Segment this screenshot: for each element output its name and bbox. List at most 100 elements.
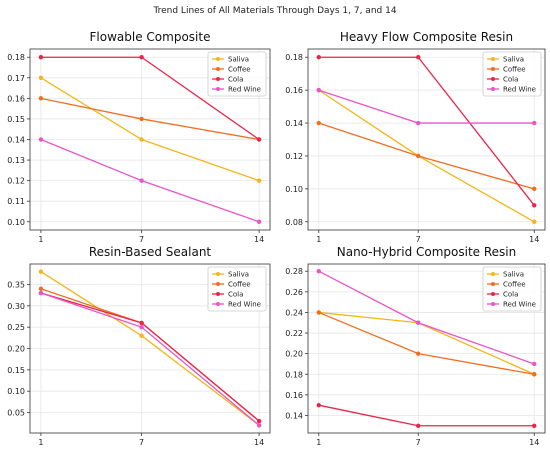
y-tick-label: 0.15: [7, 115, 25, 124]
legend-label-coffee: Coffee: [503, 66, 526, 74]
data-point-red-wine: [38, 137, 44, 142]
data-point-cola: [38, 55, 44, 60]
legend-marker-coffee: [491, 282, 495, 286]
data-point-cola: [316, 402, 321, 408]
legend-label-cola: Cola: [503, 76, 518, 84]
y-tick-label: 0.11: [7, 197, 25, 206]
data-point-coffee: [38, 96, 44, 101]
legend-label-coffee: Coffee: [228, 66, 251, 74]
data-point-coffee: [416, 153, 421, 159]
legend-marker-cola: [491, 77, 495, 81]
chart-svg: Nano-Hybrid Composite Resin 0.14 0.16 0.18 0…: [285, 245, 546, 447]
legend-marker-red-wine: [491, 302, 495, 306]
legend-label-red-wine: Red Wine: [228, 86, 261, 94]
legend-label-red-wine: Red Wine: [503, 301, 536, 309]
y-tick-label: 0.16: [285, 391, 303, 400]
legend-label-cola: Cola: [228, 76, 243, 84]
series-line-red-wine: [40, 292, 260, 426]
legend-marker-red-wine: [216, 87, 220, 91]
chart-title: Resin-Based Sealant: [89, 245, 212, 259]
data-point-red-wine: [532, 361, 537, 367]
y-tick-label: 0.14: [285, 119, 303, 128]
legend-label-cola: Cola: [228, 291, 243, 299]
legend-label-coffee: Coffee: [228, 281, 251, 289]
y-tick-label: 0.24: [285, 308, 303, 317]
data-point-cola: [416, 423, 421, 428]
series-line-coffee: [318, 311, 535, 375]
y-tick-label: 0.12: [285, 152, 303, 161]
legend-marker-red-wine: [491, 87, 495, 91]
chart-svg: Flowable Composite 0.10 0.11 0.12 0.13 0.14 0.…: [7, 30, 271, 244]
plot-frame: [307, 48, 546, 231]
chart-title: Heavy Flow Composite Resin: [340, 30, 513, 44]
y-tick-label: 0.20: [7, 345, 25, 354]
data-point-coffee: [316, 310, 321, 315]
data-point-red-wine: [316, 87, 321, 93]
chart-svg: Resin-Based Sealant 0.05 0.10 0.15 0.20 0.25 0…: [7, 245, 271, 447]
data-point-red-wine: [139, 324, 144, 330]
y-tick-label: 0.08: [285, 218, 303, 227]
legend-label-coffee: Coffee: [503, 281, 526, 289]
y-tick-label: 0.25: [7, 323, 25, 332]
x-tick-label: 1: [38, 235, 43, 244]
y-tick-label: 0.10: [285, 185, 303, 194]
chart-svg: Heavy Flow Composite Resin 0.08 0.10 0.12 0.…: [285, 30, 546, 244]
chart-title: Nano-Hybrid Composite Resin: [337, 245, 517, 259]
legend-box: [482, 51, 542, 97]
plot-frame: [307, 263, 546, 434]
y-tick-label: 0.35: [7, 280, 25, 289]
data-point-red-wine: [256, 219, 262, 224]
data-point-coffee: [139, 116, 144, 122]
legend-marker-cola: [491, 292, 495, 296]
chart-panel-flowable-composite: Flowable Composite 0.10 0.11 0.12 0.13 0.14 0.…: [0, 20, 275, 245]
legend-label-red-wine: Red Wine: [503, 86, 536, 94]
data-point-saliva: [532, 219, 537, 224]
x-tick-label: 7: [416, 438, 421, 447]
data-point-cola: [532, 203, 537, 208]
y-tick-label: 0.28: [285, 267, 303, 276]
legend-marker-saliva: [216, 272, 220, 276]
data-point-red-wine: [38, 290, 44, 296]
legend-label-saliva: Saliva: [228, 271, 249, 279]
y-tick-label: 0.18: [285, 53, 303, 62]
chart-panel-resin-based-sealant: Resin-Based Sealant 0.05 0.10 0.15 0.20 0.25 0…: [0, 238, 275, 463]
data-point-red-wine: [256, 423, 262, 428]
y-tick-label: 0.17: [7, 74, 25, 83]
data-point-cola: [532, 423, 537, 428]
legend-marker-coffee: [216, 282, 220, 286]
legend-marker-cola: [216, 77, 220, 81]
figure-title: Trend Lines of All Materials Through Day…: [153, 6, 397, 16]
y-tick-label: 0.15: [7, 366, 25, 375]
y-tick-label: 0.30: [7, 302, 25, 311]
legend-label-saliva: Saliva: [503, 56, 524, 64]
chart-panel-heavy-flow-composite-resin: Heavy Flow Composite Resin 0.08 0.10 0.12 0.…: [275, 20, 550, 245]
series-line-cola: [40, 292, 260, 422]
data-point-saliva: [139, 137, 144, 142]
legend-marker-cola: [216, 292, 220, 296]
legend-label-cola: Cola: [503, 291, 518, 299]
y-tick-label: 0.20: [285, 350, 303, 359]
legend-marker-saliva: [216, 57, 220, 61]
x-tick-label: 7: [416, 235, 421, 244]
legend-label-saliva: Saliva: [228, 56, 249, 64]
legend-label-saliva: Saliva: [503, 271, 524, 279]
x-tick-label: 1: [316, 235, 321, 244]
data-point-coffee: [38, 286, 44, 291]
data-point-coffee: [416, 351, 421, 356]
legend-marker-saliva: [491, 57, 495, 61]
x-tick-label: 1: [316, 438, 321, 447]
data-point-cola: [139, 55, 144, 60]
x-tick-label: 14: [254, 438, 264, 447]
y-tick-label: 0.16: [7, 94, 25, 103]
y-tick-label: 0.10: [7, 218, 25, 227]
data-point-red-wine: [139, 178, 144, 183]
data-point-coffee: [532, 186, 537, 192]
legend-label-red-wine: Red Wine: [228, 301, 261, 309]
data-point-cola: [416, 55, 421, 60]
data-point-red-wine: [316, 269, 321, 274]
data-point-cola: [256, 137, 262, 142]
x-tick-label: 14: [529, 438, 539, 447]
y-tick-label: 0.18: [7, 53, 25, 62]
legend-marker-saliva: [491, 272, 495, 276]
y-tick-label: 0.10: [7, 387, 25, 396]
